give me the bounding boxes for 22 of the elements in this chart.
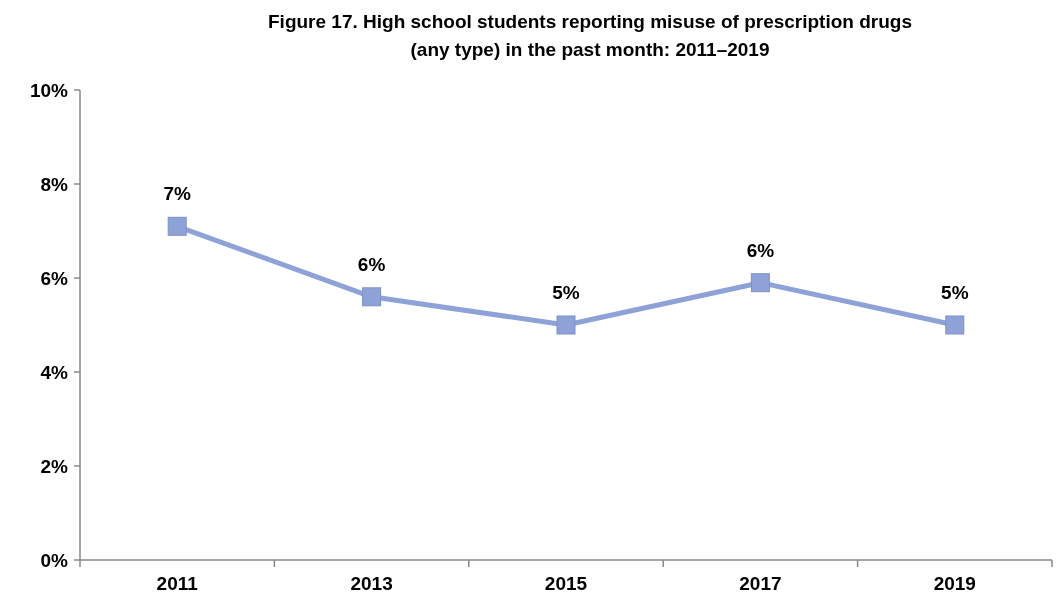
y-tick-label: 4% [40,361,69,383]
y-tick-label: 0% [40,549,69,571]
x-tick-label: 2013 [350,573,393,594]
point [556,315,576,335]
point [750,273,770,293]
point [945,315,965,335]
chart-title: Figure 17. High school students reporting misuse of prescription drugs (any type) in the past month: 2011–2019 [268,11,912,60]
x-tick-label: 2019 [933,573,976,594]
y-tick-label: 10% [29,79,69,101]
point [362,287,382,307]
x-tick-label: 2015 [544,573,588,594]
x-tick-label: 2017 [739,573,782,594]
data-label: 7% [163,183,192,205]
y-tick-label: 8% [40,173,69,195]
data-label: 6% [746,239,775,261]
data-label: 5% [552,282,580,303]
x-tick-label: 2011 [156,573,199,594]
point [167,216,187,236]
data-label: 5% [941,282,969,303]
data-label: 6% [357,253,386,275]
y-tick-label: 6% [40,267,69,289]
y-tick-label: 2% [40,455,69,477]
